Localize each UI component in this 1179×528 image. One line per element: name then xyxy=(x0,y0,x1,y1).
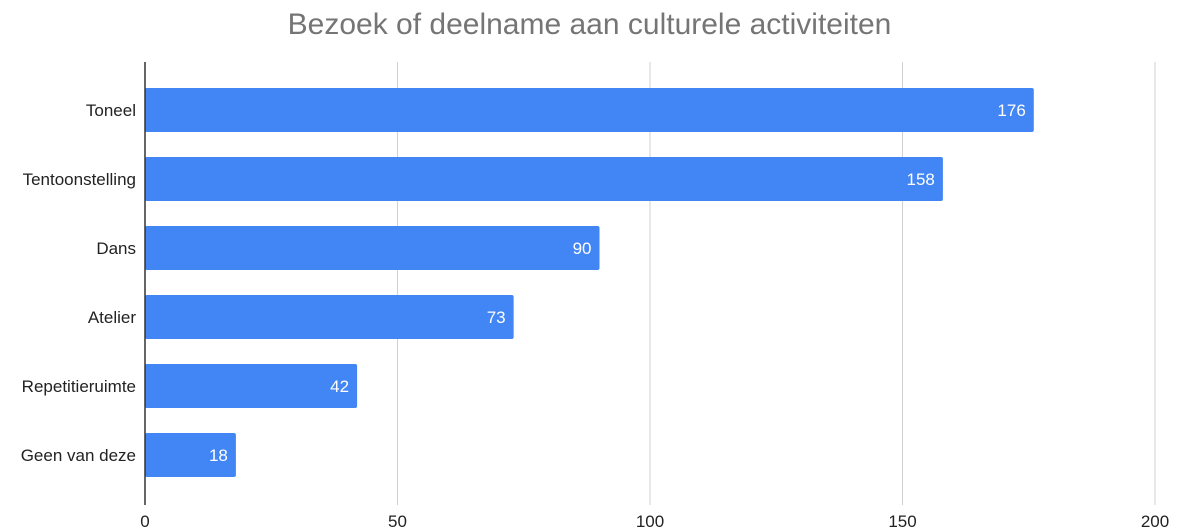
x-tick-label: 0 xyxy=(140,512,149,528)
chart-title: Bezoek of deelname aan culturele activit… xyxy=(287,8,892,41)
data-label: 42 xyxy=(330,377,349,396)
category-label: Dans xyxy=(96,239,136,258)
data-labels: 176 158 90 73 42 18 xyxy=(209,101,1026,465)
gridlines xyxy=(397,62,1156,505)
data-label: 176 xyxy=(997,101,1025,120)
bars xyxy=(145,88,1034,477)
category-label: Geen van deze xyxy=(21,446,136,465)
x-tick-label: 200 xyxy=(1141,512,1169,528)
category-label: Toneel xyxy=(86,101,136,120)
x-tick-labels: 0 50 100 150 200 xyxy=(140,512,1169,528)
data-label: 73 xyxy=(487,308,506,327)
category-label: Tentoonstelling xyxy=(23,170,136,189)
data-label: 90 xyxy=(573,239,592,258)
bar xyxy=(145,433,236,477)
bar xyxy=(145,295,514,339)
data-label: 158 xyxy=(907,170,935,189)
category-labels: Toneel Tentoonstelling Dans Atelier Repetiti… xyxy=(21,101,137,465)
bar xyxy=(145,88,1034,132)
category-label: Repetitieruimte xyxy=(22,377,136,396)
category-label: Atelier xyxy=(88,308,137,327)
data-label: 18 xyxy=(209,446,228,465)
x-tick-label: 100 xyxy=(636,512,664,528)
bar xyxy=(145,226,600,270)
bar xyxy=(145,157,943,201)
x-tick-label: 150 xyxy=(888,512,916,528)
x-tick-label: 50 xyxy=(388,512,407,528)
bar xyxy=(145,364,358,408)
